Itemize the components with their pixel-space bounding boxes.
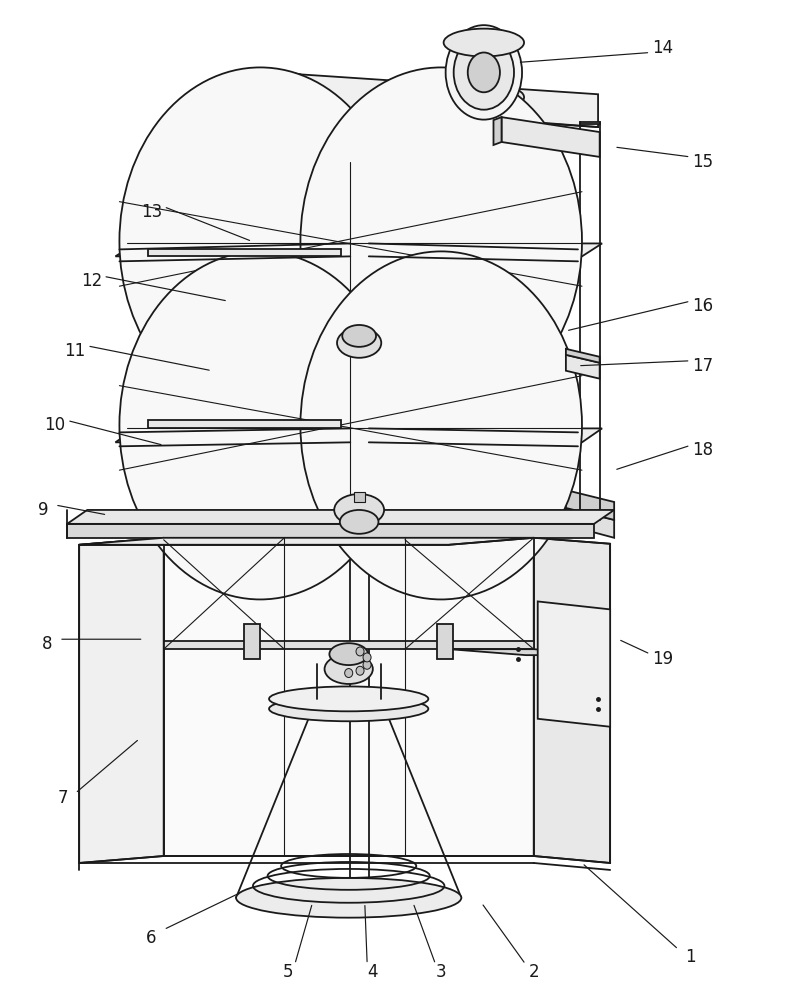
Ellipse shape xyxy=(301,67,582,415)
Polygon shape xyxy=(566,349,599,363)
Ellipse shape xyxy=(363,660,371,669)
Polygon shape xyxy=(566,355,599,379)
Ellipse shape xyxy=(325,654,373,684)
Polygon shape xyxy=(566,490,614,520)
Ellipse shape xyxy=(340,510,378,534)
Ellipse shape xyxy=(330,643,368,665)
Ellipse shape xyxy=(343,325,376,347)
Text: 2: 2 xyxy=(528,963,539,981)
Text: 9: 9 xyxy=(38,501,49,519)
Text: 3: 3 xyxy=(436,963,446,981)
Text: 16: 16 xyxy=(692,297,714,315)
Polygon shape xyxy=(244,624,260,659)
Text: 19: 19 xyxy=(652,650,673,668)
Ellipse shape xyxy=(269,696,428,721)
Polygon shape xyxy=(79,538,164,863)
Ellipse shape xyxy=(363,653,371,662)
Polygon shape xyxy=(164,538,534,856)
Ellipse shape xyxy=(356,666,364,675)
Polygon shape xyxy=(147,420,341,428)
Ellipse shape xyxy=(444,29,524,56)
Polygon shape xyxy=(276,70,301,107)
Ellipse shape xyxy=(454,35,514,110)
Ellipse shape xyxy=(356,647,364,656)
Text: 14: 14 xyxy=(652,39,673,57)
Text: 1: 1 xyxy=(685,948,696,966)
Ellipse shape xyxy=(337,328,382,358)
Polygon shape xyxy=(79,538,534,545)
Ellipse shape xyxy=(301,251,582,599)
Polygon shape xyxy=(566,508,614,538)
Ellipse shape xyxy=(236,878,462,918)
Ellipse shape xyxy=(119,251,401,599)
Ellipse shape xyxy=(335,494,384,526)
Polygon shape xyxy=(164,641,534,649)
Polygon shape xyxy=(538,601,610,727)
Polygon shape xyxy=(493,117,501,145)
Polygon shape xyxy=(450,649,610,655)
Text: 15: 15 xyxy=(692,153,714,171)
Polygon shape xyxy=(581,122,599,124)
Text: 8: 8 xyxy=(42,635,53,653)
Ellipse shape xyxy=(345,669,352,678)
Text: 5: 5 xyxy=(284,963,293,981)
Polygon shape xyxy=(534,538,610,863)
Polygon shape xyxy=(115,243,602,256)
Text: 12: 12 xyxy=(81,272,102,290)
Ellipse shape xyxy=(467,52,500,92)
Text: 17: 17 xyxy=(692,357,714,375)
Text: 4: 4 xyxy=(368,963,378,981)
Polygon shape xyxy=(115,428,602,442)
Text: 18: 18 xyxy=(692,441,714,459)
Ellipse shape xyxy=(446,25,522,120)
Polygon shape xyxy=(67,510,614,524)
Polygon shape xyxy=(501,117,599,157)
Ellipse shape xyxy=(119,67,401,415)
Ellipse shape xyxy=(444,83,524,111)
Text: 11: 11 xyxy=(65,342,86,360)
Text: 7: 7 xyxy=(58,789,68,807)
Text: 10: 10 xyxy=(45,416,66,434)
Polygon shape xyxy=(67,524,594,538)
Polygon shape xyxy=(353,492,365,502)
Polygon shape xyxy=(301,74,598,127)
Polygon shape xyxy=(437,624,454,659)
Ellipse shape xyxy=(269,686,428,711)
Polygon shape xyxy=(147,249,341,256)
Text: 6: 6 xyxy=(147,929,157,947)
Text: 13: 13 xyxy=(141,203,162,221)
